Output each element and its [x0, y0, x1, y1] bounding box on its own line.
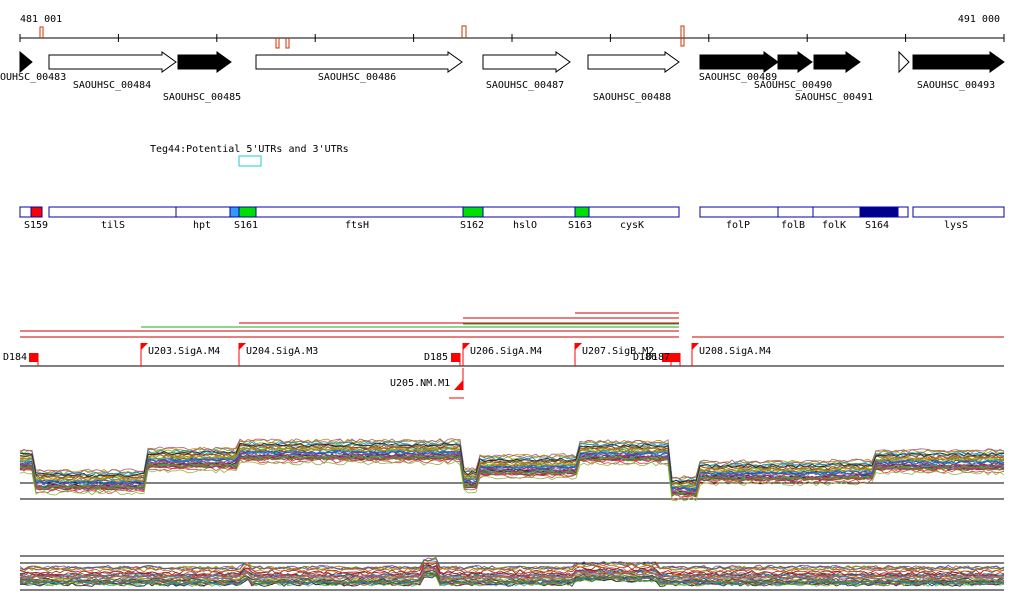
- operon-annotation-track: S159 tilS hpt S161 ftsH S162 hslO S163 cysK folP f…: [19, 206, 1005, 231]
- srna-box-s161-blue[interactable]: [229, 206, 240, 218]
- gene-label: SAOUHSC_00489: [699, 72, 777, 83]
- srna-box-s164[interactable]: [859, 206, 899, 218]
- gene-label: SAOUHSC_00485: [163, 92, 241, 103]
- annotation-label: S162: [460, 220, 484, 231]
- annotation-label: cysK: [620, 220, 644, 231]
- promoter-flag[interactable]: [463, 343, 470, 350]
- annotation-label: S159: [24, 220, 48, 231]
- annotation-label: folB: [781, 220, 805, 231]
- promoter-label: U205.NM.M1: [390, 378, 450, 389]
- promoter-box[interactable]: [671, 353, 680, 362]
- gene-label: SAOUHSC_00493: [917, 80, 995, 91]
- annotation-label: S164: [865, 220, 889, 231]
- gene-label: SAOUHSC_00486: [318, 72, 396, 83]
- gene-label: SAOUHSC_00488: [593, 92, 671, 103]
- operon-segment[interactable]: [912, 206, 1005, 218]
- teg44-annotation: Teg44:Potential 5'UTRs and 3'UTRs: [150, 144, 349, 167]
- expression-trace: [19, 562, 1005, 573]
- promoter-flag[interactable]: [141, 343, 148, 350]
- promoter-label: U203.SigA.M4: [148, 346, 220, 357]
- ruler-end-label: 491 000: [958, 14, 1000, 25]
- annotation-label: S163: [568, 220, 592, 231]
- transcript-lines: [20, 312, 1004, 338]
- promoter-box[interactable]: [29, 353, 38, 362]
- ruler-ticks: [19, 34, 1005, 42]
- gene-label: SAOUHSC_00490: [754, 80, 832, 91]
- promoter-label: U204.SigA.M3: [246, 346, 318, 357]
- expression-trace: [19, 442, 1005, 483]
- gene-arrow[interactable]: [482, 51, 571, 73]
- teg44-box[interactable]: [238, 155, 262, 167]
- expression-trace: [19, 559, 1005, 571]
- promoter-flag[interactable]: [454, 380, 463, 390]
- promoter-label: D187: [646, 352, 670, 363]
- promoter-box[interactable]: [662, 353, 671, 362]
- gene-label: SAOUHSC_00484: [73, 80, 151, 91]
- expression-trace: [19, 450, 1005, 492]
- promoter-label: U208.SigA.M4: [699, 346, 771, 357]
- expression-trace: [19, 447, 1005, 488]
- srna-box-s163[interactable]: [574, 206, 590, 218]
- promoter-label: D184: [3, 352, 27, 363]
- expression-trace: [19, 438, 1005, 479]
- operon-segment[interactable]: [48, 206, 680, 218]
- operon-segment[interactable]: [699, 206, 909, 218]
- ruler-start-label: 481 001: [20, 14, 62, 25]
- expression-trace: [19, 571, 1005, 585]
- gene-arrow[interactable]: [587, 51, 680, 73]
- promoter-track: D184 U203.SigA.M4 U204.SigA.M3 D185 U206.Sig…: [3, 343, 1004, 399]
- gene-arrow[interactable]: [898, 50, 910, 74]
- srna-box-s161[interactable]: [238, 206, 257, 218]
- annotation-label: hslO: [513, 220, 537, 231]
- annotation-label: lysS: [944, 220, 968, 231]
- gene-arrow[interactable]: [48, 51, 177, 73]
- srna-box-s159[interactable]: [30, 206, 43, 218]
- promoter-label: U206.SigA.M4: [470, 346, 542, 357]
- ruler-markers: [39, 25, 685, 49]
- annotation-label: ftsH: [345, 220, 369, 231]
- gene-arrow[interactable]: [813, 51, 861, 73]
- expression-trace: [19, 574, 1005, 587]
- tiling-expression-upper: [19, 438, 1005, 502]
- coordinate-ruler: 481 001 491 000: [19, 14, 1005, 49]
- gene-arrow[interactable]: [912, 51, 1005, 73]
- promoter-flag[interactable]: [692, 343, 699, 350]
- gene-label: SAOUHSC_00491: [795, 92, 873, 103]
- promoter-label: D186: [633, 352, 657, 363]
- gene-label: OUHSC_00483: [0, 72, 66, 83]
- expression-trace: [19, 563, 1005, 576]
- promoter-flag[interactable]: [575, 343, 582, 350]
- expression-trace: [19, 568, 1005, 580]
- annotation-label: folK: [822, 220, 846, 231]
- teg44-label: Teg44:Potential 5'UTRs and 3'UTRs: [150, 144, 349, 155]
- annotation-label: folP: [726, 220, 750, 231]
- promoter-label: D185: [424, 352, 448, 363]
- annotation-label: S161: [234, 220, 258, 231]
- expression-trace: [19, 455, 1004, 497]
- expression-trace: [19, 558, 1005, 571]
- annotation-label: tilS: [101, 220, 125, 231]
- gene-arrow[interactable]: [699, 51, 779, 73]
- srna-box-s162[interactable]: [462, 206, 484, 218]
- promoter-label: U207.SigB.M2: [582, 346, 654, 357]
- gene-label: SAOUHSC_00487: [486, 80, 564, 91]
- expression-trace: [19, 567, 1005, 580]
- expression-trace: [19, 572, 1005, 584]
- expression-trace: [19, 452, 1005, 494]
- genes-track: OUHSC_00483 SAOUHSC_00484 SAOUHSC_00485 SAO…: [0, 50, 1005, 103]
- gene-arrow[interactable]: [177, 51, 232, 73]
- gene-arrow[interactable]: [19, 50, 33, 74]
- annotation-label: hpt: [193, 220, 211, 231]
- gene-arrow[interactable]: [777, 51, 813, 73]
- expression-trace: [19, 460, 1005, 502]
- promoter-box[interactable]: [451, 353, 460, 362]
- tiling-expression-lower: [19, 555, 1005, 591]
- promoter-flag[interactable]: [239, 343, 246, 350]
- gene-arrow[interactable]: [255, 51, 463, 73]
- expression-trace: [19, 556, 1005, 570]
